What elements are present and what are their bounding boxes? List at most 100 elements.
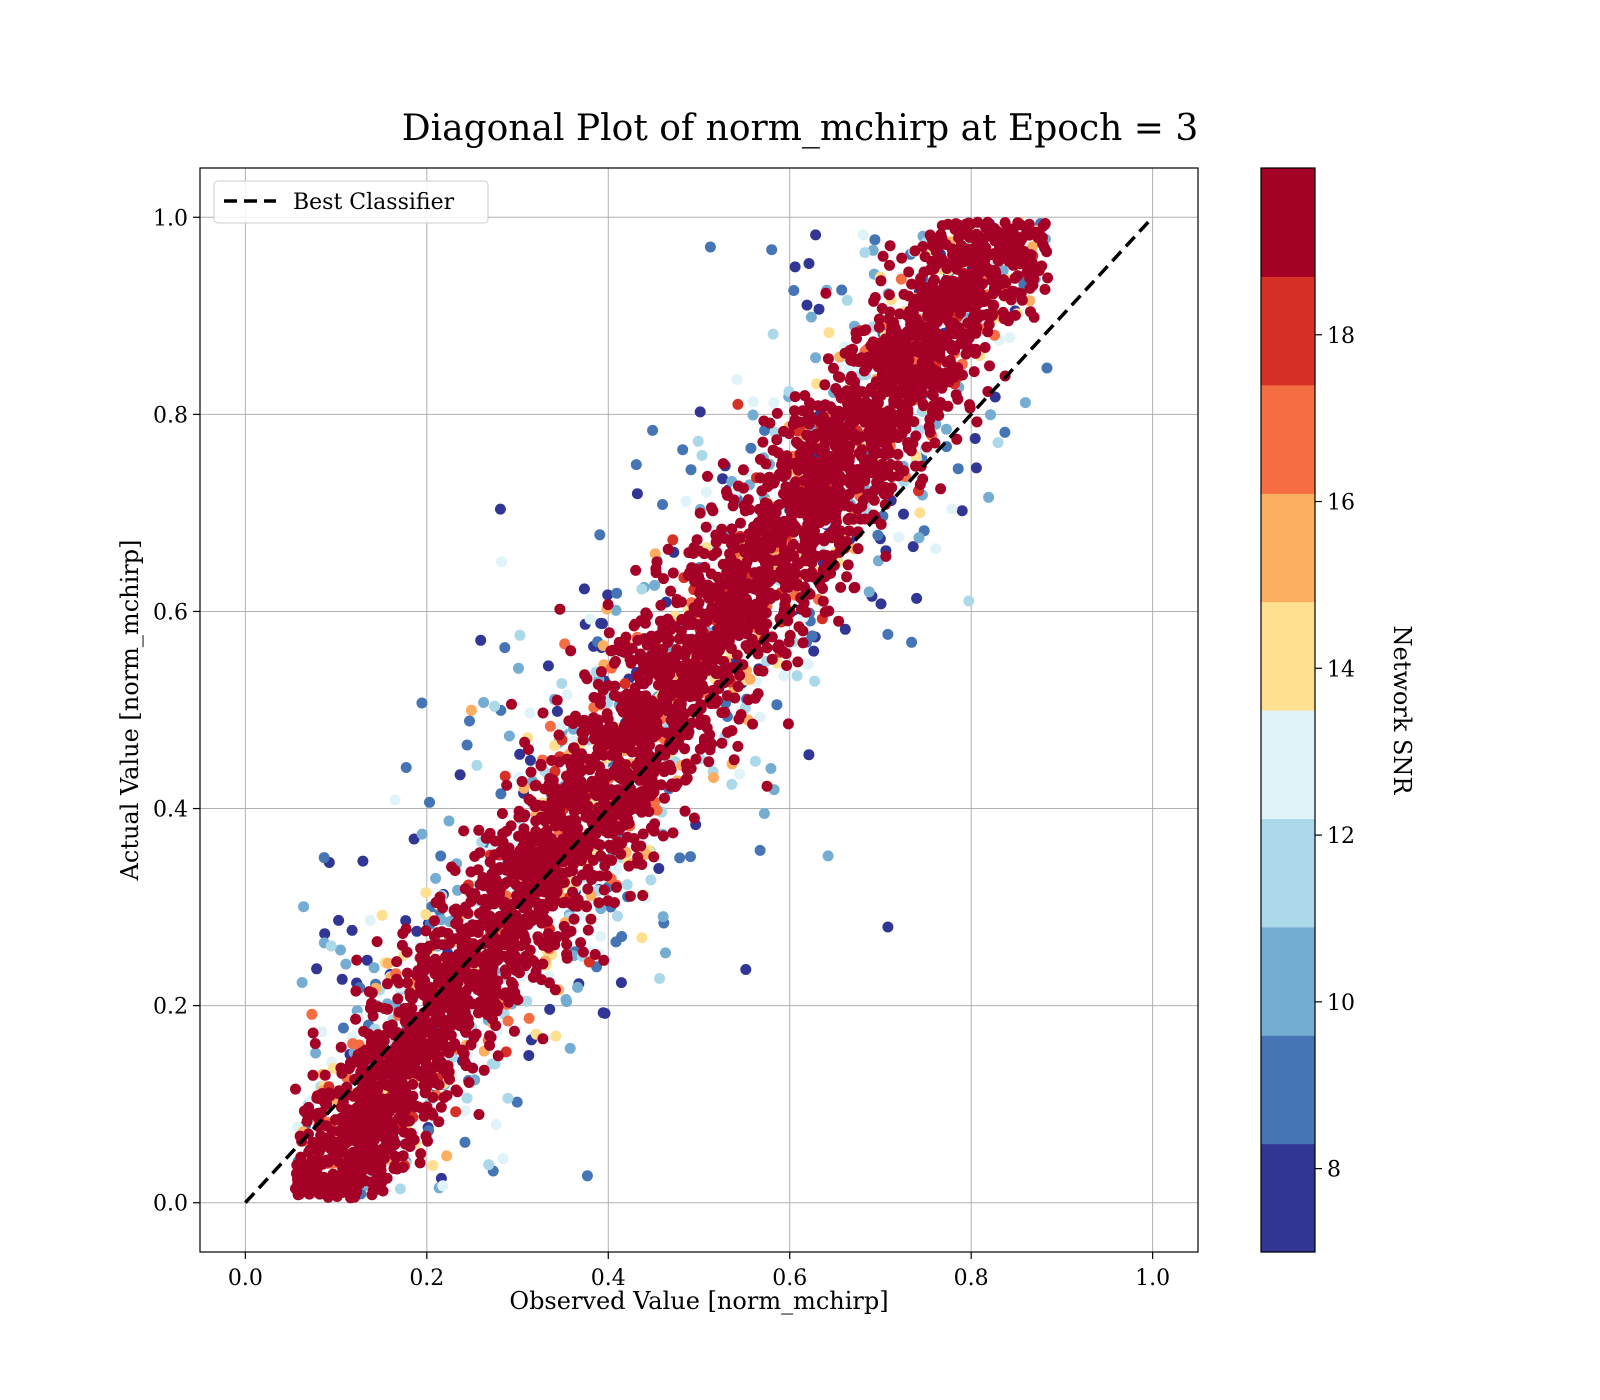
scatter-point bbox=[826, 532, 838, 544]
scatter-point bbox=[747, 718, 759, 730]
scatter-point bbox=[394, 1183, 406, 1195]
scatter-point bbox=[564, 817, 576, 829]
scatter-point bbox=[821, 499, 833, 511]
scatter-point bbox=[319, 1069, 331, 1081]
scatter-point bbox=[704, 241, 716, 253]
scatter-point bbox=[437, 902, 449, 914]
scatter-point bbox=[800, 606, 812, 618]
scatter-point bbox=[911, 592, 923, 604]
scatter-point bbox=[659, 792, 670, 804]
scatter-point bbox=[637, 890, 649, 901]
scatter-point bbox=[485, 1011, 497, 1023]
scatter-point bbox=[400, 762, 412, 773]
scatter-point bbox=[1033, 265, 1045, 276]
scatter-point bbox=[337, 1112, 349, 1124]
scatter-point bbox=[484, 1030, 496, 1042]
scatter-point bbox=[817, 583, 828, 594]
scatter-point bbox=[461, 938, 473, 950]
scatter-point bbox=[917, 241, 929, 252]
scatter-point bbox=[916, 298, 927, 310]
scatter-point bbox=[628, 620, 640, 632]
scatter-point bbox=[325, 940, 337, 952]
scatter-point bbox=[412, 1053, 424, 1065]
scatter-point bbox=[602, 599, 614, 611]
scatter-point bbox=[553, 729, 565, 741]
scatter-point bbox=[789, 261, 801, 273]
scatter-point bbox=[490, 1020, 502, 1032]
scatter-point bbox=[985, 310, 997, 322]
scatter-point bbox=[579, 669, 591, 681]
scatter-point bbox=[441, 1150, 453, 1162]
scatter-point bbox=[611, 881, 622, 893]
scatter-point bbox=[676, 678, 688, 690]
scatter-point bbox=[540, 814, 552, 826]
scatter-point bbox=[985, 409, 996, 421]
scatter-point bbox=[490, 1119, 502, 1130]
scatter-point bbox=[346, 924, 358, 936]
scatter-point bbox=[780, 648, 792, 660]
scatter-point bbox=[706, 738, 717, 750]
scatter-point bbox=[667, 534, 679, 546]
scatter-point bbox=[855, 513, 867, 525]
scatter-point bbox=[396, 1088, 408, 1100]
scatter-point bbox=[955, 240, 967, 252]
scatter-point bbox=[1041, 362, 1053, 374]
scatter-point bbox=[716, 737, 728, 749]
scatter-point bbox=[654, 615, 666, 627]
scatter-point bbox=[649, 548, 661, 560]
scatter-point bbox=[810, 229, 822, 241]
scatter-point bbox=[649, 579, 660, 591]
scatter-point bbox=[523, 1050, 535, 1061]
scatter-point bbox=[568, 913, 580, 925]
scatter-point bbox=[812, 512, 824, 524]
scatter-point bbox=[543, 778, 555, 790]
scatter-point bbox=[857, 229, 869, 241]
scatter-point bbox=[749, 526, 761, 538]
scatter-point bbox=[461, 1092, 473, 1104]
scatter-point bbox=[732, 398, 744, 410]
scatter-point bbox=[657, 499, 668, 510]
scatter-point bbox=[856, 500, 868, 512]
scatter-point bbox=[408, 833, 420, 845]
scatter-point bbox=[351, 954, 363, 966]
scatter-point bbox=[586, 814, 598, 826]
scatter-point bbox=[584, 613, 596, 625]
scatter-point bbox=[662, 543, 674, 555]
scatter-point bbox=[484, 951, 496, 963]
scatter-point bbox=[932, 242, 944, 254]
scatter-point bbox=[612, 910, 623, 922]
scatter-point bbox=[486, 968, 498, 980]
scatter-point bbox=[499, 964, 511, 976]
scatter-point bbox=[997, 306, 1009, 318]
scatter-point bbox=[323, 1156, 335, 1168]
scatter-point bbox=[869, 416, 881, 427]
scatter-point bbox=[695, 713, 707, 725]
scatter-point bbox=[735, 517, 746, 529]
scatter-point bbox=[354, 1126, 366, 1138]
scatter-point bbox=[883, 313, 895, 325]
scatter-point bbox=[799, 581, 810, 593]
scatter-point bbox=[806, 630, 818, 642]
scatter-point bbox=[454, 1020, 466, 1032]
scatter-point bbox=[636, 859, 648, 870]
scatter-point bbox=[887, 408, 899, 420]
scatter-point bbox=[437, 1180, 449, 1192]
scatter-point bbox=[420, 887, 432, 899]
scatter-point bbox=[598, 884, 610, 896]
scatter-point bbox=[805, 533, 817, 545]
scatter-point bbox=[374, 1153, 386, 1165]
scatter-point bbox=[416, 828, 428, 840]
scatter-point bbox=[946, 343, 958, 355]
scatter-point bbox=[502, 1092, 514, 1104]
scatter-point bbox=[556, 678, 568, 689]
scatter-point bbox=[502, 934, 514, 945]
scatter-point bbox=[876, 303, 888, 314]
scatter-point bbox=[588, 870, 600, 882]
scatter-point bbox=[665, 585, 677, 597]
scatter-point bbox=[739, 582, 751, 594]
scatter-point bbox=[849, 384, 861, 396]
scatter-point bbox=[963, 255, 974, 267]
scatter-point bbox=[519, 736, 531, 748]
scatter-point bbox=[690, 753, 702, 765]
scatter-point bbox=[447, 989, 459, 1001]
